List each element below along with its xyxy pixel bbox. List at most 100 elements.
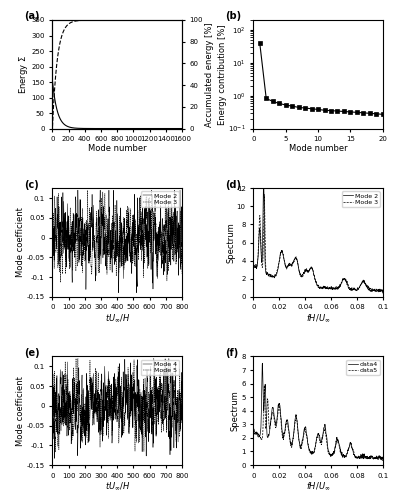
Mode 3	[264, 270, 269, 276]
Mode 4	[68, 410, 73, 416]
Mode 4	[179, 402, 183, 407]
X-axis label: Mode number: Mode number	[289, 144, 347, 152]
data5	[308, 450, 313, 456]
Line: Mode 5: Mode 5	[52, 358, 182, 452]
Mode 2	[179, 238, 183, 244]
Mode 2	[67, 246, 72, 252]
Mode 4	[52, 456, 57, 462]
Mode 2	[264, 271, 269, 277]
Text: (c): (c)	[24, 180, 39, 190]
data4	[308, 449, 313, 455]
Legend: Mode 2, Mode 3: Mode 2, Mode 3	[141, 192, 179, 207]
Mode 3	[308, 265, 313, 271]
Mode 2	[340, 276, 345, 282]
Text: (e): (e)	[24, 348, 39, 358]
Line: Mode 2: Mode 2	[253, 182, 383, 293]
Mode 3	[50, 238, 55, 244]
Mode 3	[352, 286, 357, 292]
Mode 3	[380, 290, 385, 296]
Y-axis label: Mode coefficient: Mode coefficient	[16, 376, 25, 446]
Mode 3	[262, 192, 267, 198]
Mode 5	[53, 449, 58, 455]
Y-axis label: Accumulated energy [%]: Accumulated energy [%]	[204, 22, 214, 127]
Line: data5: data5	[253, 386, 383, 461]
data4	[303, 424, 308, 430]
Mode 2	[303, 268, 308, 274]
Line: Mode 4: Mode 4	[52, 360, 182, 458]
Y-axis label: Mode coefficient: Mode coefficient	[16, 208, 25, 278]
Text: (a): (a)	[24, 12, 39, 22]
Mode 4	[109, 381, 114, 387]
Mode 3	[132, 250, 137, 256]
data5	[352, 452, 357, 458]
Mode 2	[132, 225, 137, 231]
data5	[303, 430, 308, 436]
Mode 5	[68, 394, 73, 400]
X-axis label: $fH/U_{\infty}$: $fH/U_{\infty}$	[306, 312, 330, 324]
Mode 3	[109, 228, 114, 234]
Mode 2	[69, 240, 74, 246]
Mode 2	[50, 226, 55, 232]
Mode 3	[84, 217, 89, 223]
Mode 2	[352, 285, 357, 291]
Mode 3	[303, 268, 308, 274]
Mode 3	[179, 224, 183, 230]
Line: Mode 2: Mode 2	[52, 190, 182, 293]
Mode 2	[180, 243, 185, 249]
Mode 2	[380, 290, 385, 296]
X-axis label: $tU_{\infty}/H$: $tU_{\infty}/H$	[104, 480, 130, 492]
Text: (f): (f)	[225, 348, 238, 358]
Y-axis label: Spectrum: Spectrum	[231, 390, 240, 431]
data5	[380, 458, 385, 464]
data4	[352, 452, 357, 458]
Mode 2	[354, 288, 359, 294]
data4	[251, 442, 256, 448]
Legend: Mode 2, Mode 3: Mode 2, Mode 3	[342, 192, 380, 207]
Mode 3	[58, 280, 63, 285]
Mode 5	[69, 405, 74, 411]
Line: Mode 3: Mode 3	[52, 190, 182, 282]
Line: data4: data4	[253, 363, 383, 460]
Mode 2	[308, 266, 313, 272]
Mode 5	[179, 404, 183, 409]
Mode 5	[109, 398, 114, 404]
Mode 3	[68, 215, 73, 221]
Mode 3	[354, 287, 359, 293]
Y-axis label: Energy $\Sigma$: Energy $\Sigma$	[17, 55, 30, 94]
Mode 5	[132, 398, 137, 404]
Mode 5	[85, 395, 89, 401]
Mode 3	[85, 187, 90, 193]
Mode 3	[180, 271, 185, 277]
data4	[340, 452, 345, 458]
Mode 2	[116, 290, 121, 296]
Mode 4	[69, 437, 74, 443]
data5	[340, 454, 345, 460]
Mode 4	[50, 383, 55, 389]
X-axis label: $tU_{\infty}/H$: $tU_{\infty}/H$	[104, 312, 130, 324]
Mode 4	[123, 356, 127, 362]
data4	[260, 360, 265, 366]
Mode 3	[69, 224, 74, 230]
Mode 5	[50, 410, 55, 416]
Mode 5	[74, 356, 79, 362]
Line: Mode 3: Mode 3	[253, 194, 383, 293]
Mode 2	[109, 254, 114, 260]
data5	[264, 414, 269, 420]
Mode 3	[251, 276, 256, 281]
data5	[262, 382, 267, 388]
Text: (d): (d)	[225, 180, 241, 190]
Mode 4	[84, 370, 89, 376]
Mode 3	[340, 278, 345, 283]
Mode 2	[84, 237, 89, 243]
Y-axis label: Energy contribution [%]: Energy contribution [%]	[218, 24, 226, 124]
Legend: Mode 4, Mode 5: Mode 4, Mode 5	[141, 360, 179, 375]
X-axis label: Mode number: Mode number	[88, 144, 147, 152]
data4	[354, 455, 359, 461]
Mode 4	[132, 377, 137, 383]
Mode 2	[261, 179, 266, 185]
Legend: data4, data5: data4, data5	[347, 360, 380, 375]
Text: (b): (b)	[225, 12, 241, 22]
data4	[380, 458, 385, 464]
X-axis label: $fH/U_{\infty}$: $fH/U_{\infty}$	[306, 480, 330, 492]
data5	[251, 444, 256, 450]
